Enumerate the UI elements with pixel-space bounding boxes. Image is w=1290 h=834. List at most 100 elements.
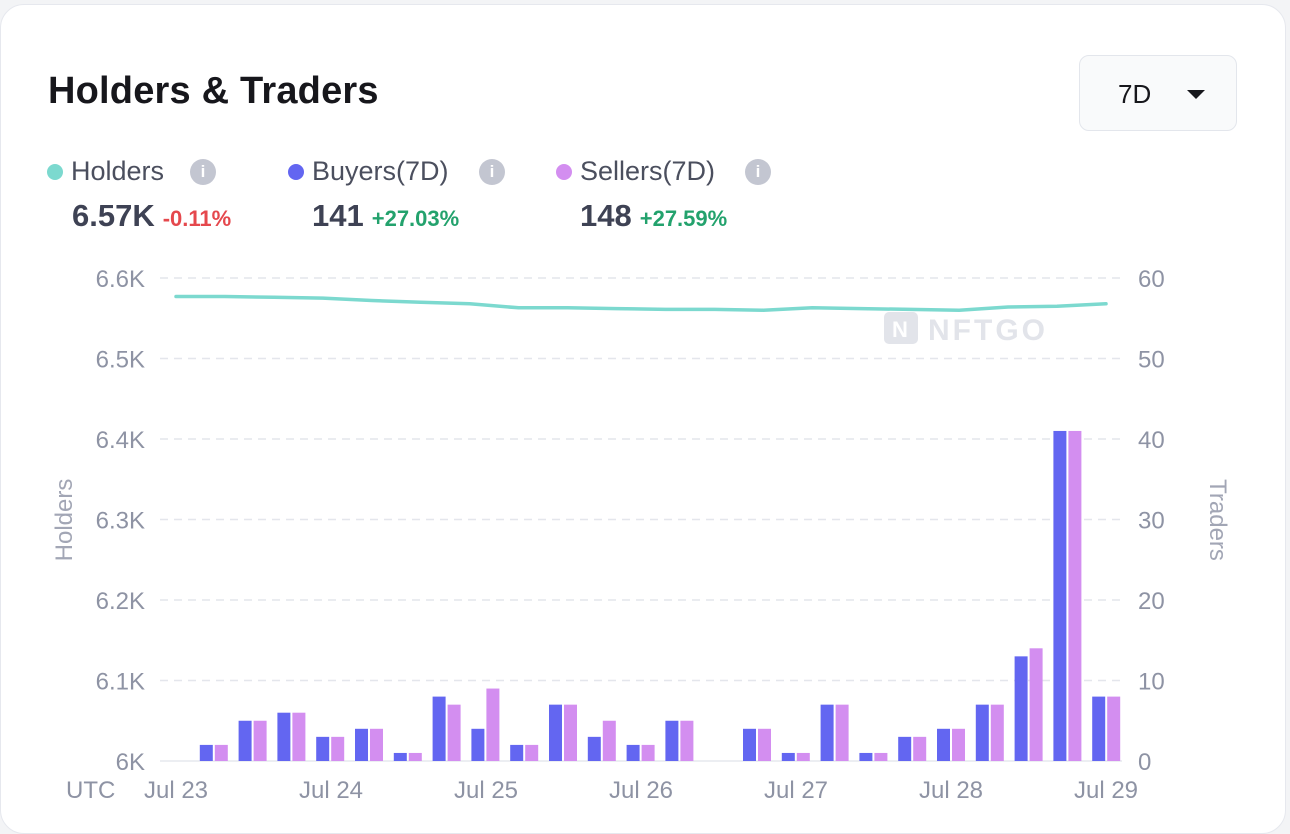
sellers-bar: [641, 744, 655, 761]
nftgo-watermark-text: NFTGO: [928, 314, 1048, 347]
y-right-tick-label: 20: [1138, 588, 1165, 615]
buyers-bar: [277, 712, 291, 761]
buyers-bar: [510, 744, 524, 761]
time-range-select[interactable]: 7D: [1079, 55, 1237, 131]
x-tick-label: Jul 26: [609, 777, 673, 804]
buyers-bar: [665, 720, 679, 761]
sellers-bar: [913, 736, 927, 761]
buyers-bar: [743, 728, 756, 761]
buyers-bar: [587, 736, 601, 761]
buyers-bar: [1092, 696, 1106, 761]
x-tick-label: Jul 24: [299, 777, 363, 804]
nftgo-logo-icon: [884, 312, 918, 344]
sellers-bar: [680, 720, 694, 761]
sellers-bar: [486, 688, 500, 761]
nftgo-watermark: N NFTGO: [884, 312, 1048, 347]
buyers-dot-icon: [288, 164, 304, 180]
buyers-bar: [238, 720, 252, 761]
buyers-value: 141: [312, 198, 364, 233]
y-left-tick-label: 6.2K: [96, 588, 145, 615]
buyers-bar: [781, 752, 795, 761]
grid-lines: [160, 277, 1122, 762]
sellers-value: 148: [580, 198, 632, 233]
x-tick-label: Jul 25: [454, 777, 518, 804]
sellers-bar: [214, 744, 228, 761]
buyers-bar: [549, 704, 562, 761]
buyers-bar: [199, 744, 213, 761]
info-icon[interactable]: i: [479, 159, 505, 185]
sellers-bar: [1107, 696, 1121, 761]
x-tick-label: Jul 27: [764, 777, 828, 804]
buyers-stat: 141 +27.03%: [312, 198, 459, 234]
y-left-tick-label: 6K: [116, 749, 145, 776]
sellers-bar: [835, 704, 849, 761]
y-left-tick-label: 6.5K: [96, 347, 145, 374]
timezone-label: UTC: [66, 777, 115, 804]
y-right-tick-label: 30: [1138, 508, 1165, 535]
sellers-bar: [952, 728, 965, 761]
sellers-bar: [447, 704, 461, 761]
y-left-tick-label: 6.3K: [96, 508, 145, 535]
buyers-bar: [1053, 430, 1067, 761]
sellers-stat: 148 +27.59%: [580, 198, 727, 234]
nftgo-logo-glyph: N: [892, 317, 908, 342]
buyers-bar: [432, 696, 446, 761]
sellers-dot-icon: [556, 164, 572, 180]
buyers-bar: [626, 744, 640, 761]
buyers-bar: [898, 736, 912, 761]
sellers-bar: [370, 728, 383, 761]
buyers-bar: [975, 704, 989, 761]
sellers-bar: [564, 704, 577, 761]
legend-sellers-label: Sellers(7D): [580, 156, 716, 186]
buyers-bar: [393, 752, 407, 761]
sellers-bar: [796, 752, 810, 761]
sellers-bar: [331, 736, 345, 761]
axes: 6K 6.1K 6.2K 6.3K 6.4K 6.5K 6.6K 0 10 20 30 40 50 60 H…: [51, 266, 1231, 804]
sellers-bar: [874, 752, 888, 761]
buyers-change: +27.03%: [371, 206, 460, 231]
y-left-axis-title: Holders: [51, 479, 78, 562]
holders-value: 6.57K: [72, 198, 155, 233]
x-tick-label: Jul 29: [1074, 777, 1138, 804]
sellers-bar: [758, 728, 771, 761]
y-left-tick-label: 6.4K: [96, 427, 145, 454]
holders-line-layer: [174, 294, 1108, 312]
buyers-bar: [316, 736, 330, 761]
y-right-tick-label: 40: [1138, 427, 1165, 454]
card-title: Holders & Traders: [48, 70, 379, 112]
x-tick-label: Jul 23: [144, 777, 208, 804]
info-icon[interactable]: i: [745, 159, 771, 185]
y-right-tick-label: 50: [1138, 347, 1165, 374]
sellers-bar: [602, 720, 616, 761]
buyers-bar: [820, 704, 834, 761]
sellers-bar: [253, 720, 267, 761]
sellers-bar: [292, 712, 306, 761]
buyers-bar: [937, 728, 950, 761]
legend-holders-label: Holders: [71, 156, 165, 186]
info-icon[interactable]: i: [190, 159, 216, 185]
holders-dot-icon: [47, 164, 63, 180]
sellers-bar: [990, 704, 1004, 761]
sellers-bar: [1029, 648, 1043, 761]
y-left-tick-label: 6.1K: [96, 669, 145, 696]
legend-buyers-label: Buyers(7D): [312, 156, 449, 186]
y-right-axis-title: Traders: [1204, 479, 1231, 561]
holders-line: [174, 294, 1108, 312]
y-right-tick-label: 10: [1138, 669, 1165, 696]
y-right-tick-label: 60: [1138, 266, 1165, 293]
buyers-bar: [1014, 656, 1028, 761]
caret-down-icon: [1187, 90, 1205, 99]
sellers-bar: [525, 744, 539, 761]
time-range-value: 7D: [1118, 79, 1152, 109]
buyers-bar: [471, 728, 485, 761]
sellers-bar: [408, 752, 422, 761]
sellers-bar: [1068, 430, 1082, 761]
buyers-bar: [859, 752, 873, 761]
bars: [199, 430, 1121, 761]
buyers-bar: [355, 728, 368, 761]
x-tick-label: Jul 28: [919, 777, 983, 804]
sellers-change: +27.59%: [639, 206, 728, 231]
holders-stat: 6.57K -0.11%: [72, 198, 231, 234]
y-left-tick-label: 6.6K: [96, 266, 145, 293]
